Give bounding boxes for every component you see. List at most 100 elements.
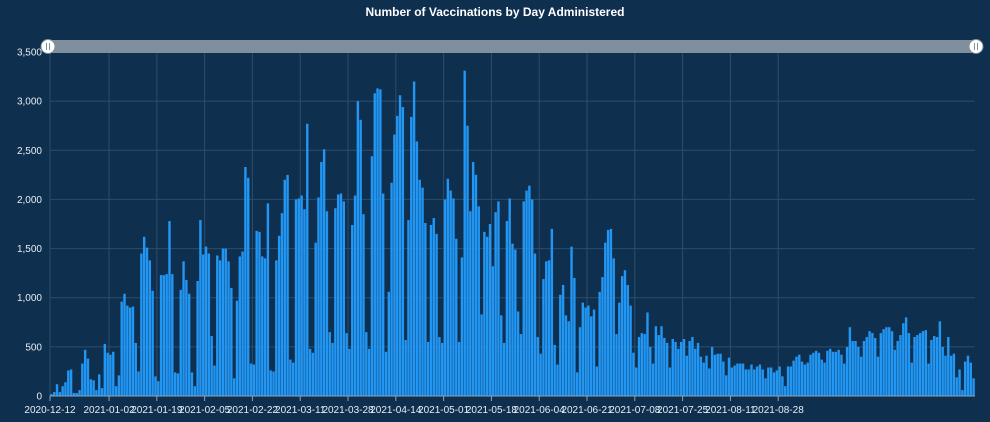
bar[interactable] <box>168 221 171 396</box>
bar[interactable] <box>730 367 734 397</box>
bar[interactable] <box>505 221 509 396</box>
bar[interactable] <box>885 327 888 396</box>
bar[interactable] <box>471 162 475 396</box>
bar[interactable] <box>407 220 410 396</box>
bar[interactable] <box>339 193 343 396</box>
bar[interactable] <box>291 362 295 396</box>
bar[interactable] <box>961 390 964 396</box>
bar[interactable] <box>435 233 438 396</box>
bar[interactable] <box>353 195 357 397</box>
bar[interactable] <box>379 89 382 396</box>
bar[interactable] <box>871 333 874 396</box>
bar[interactable] <box>137 371 140 396</box>
bar[interactable] <box>921 331 925 396</box>
bar[interactable] <box>418 179 421 396</box>
bar[interactable] <box>176 373 180 396</box>
bar[interactable] <box>92 380 95 396</box>
bar[interactable] <box>286 174 289 396</box>
bar[interactable] <box>162 275 166 396</box>
bar[interactable] <box>612 258 615 396</box>
bar[interactable] <box>831 351 835 396</box>
bar[interactable] <box>873 338 877 396</box>
bar[interactable] <box>207 253 211 396</box>
bar[interactable] <box>533 253 537 396</box>
bar[interactable] <box>145 247 149 396</box>
bar[interactable] <box>50 394 53 396</box>
bar[interactable] <box>570 246 573 396</box>
bar[interactable] <box>657 335 660 396</box>
bar[interactable] <box>86 358 90 396</box>
bar[interactable] <box>663 338 666 396</box>
bar[interactable] <box>705 355 708 396</box>
bar[interactable] <box>159 275 163 396</box>
bar[interactable] <box>370 156 374 396</box>
bar[interactable] <box>446 178 450 396</box>
bar[interactable] <box>455 238 458 396</box>
bar[interactable] <box>452 198 455 396</box>
bar[interactable] <box>426 341 430 396</box>
bar[interactable] <box>424 223 427 396</box>
bar[interactable] <box>491 266 495 396</box>
bar[interactable] <box>615 334 618 396</box>
bar[interactable] <box>868 331 871 396</box>
bar[interactable] <box>764 378 767 396</box>
bar[interactable] <box>584 307 587 396</box>
bar[interactable] <box>604 242 607 396</box>
bar[interactable] <box>795 356 798 396</box>
bar[interactable] <box>306 123 309 396</box>
bar[interactable] <box>294 199 298 396</box>
bar[interactable] <box>696 342 700 396</box>
bar[interactable] <box>722 361 725 396</box>
bar[interactable] <box>485 236 489 396</box>
bar[interactable] <box>547 260 551 396</box>
bar[interactable] <box>466 125 469 397</box>
bar[interactable] <box>227 261 230 396</box>
bar[interactable] <box>502 342 506 396</box>
bar[interactable] <box>117 375 121 396</box>
bar[interactable] <box>806 362 809 396</box>
bar[interactable] <box>564 315 568 396</box>
bar[interactable] <box>142 236 146 396</box>
bar[interactable] <box>966 355 970 396</box>
bar[interactable] <box>97 374 101 396</box>
bar[interactable] <box>893 349 897 396</box>
bar[interactable] <box>210 336 213 396</box>
bar[interactable] <box>626 284 629 396</box>
bar[interactable] <box>567 321 570 396</box>
bar[interactable] <box>927 363 930 396</box>
bar[interactable] <box>587 305 590 396</box>
bar[interactable] <box>396 115 399 396</box>
bar[interactable] <box>500 315 503 396</box>
bar[interactable] <box>114 386 118 396</box>
bar[interactable] <box>336 194 340 396</box>
bar[interactable] <box>196 281 199 396</box>
bar[interactable] <box>784 386 787 396</box>
bar[interactable] <box>862 340 866 396</box>
bar[interactable] <box>758 364 762 396</box>
bar[interactable] <box>519 334 523 396</box>
bar[interactable] <box>263 258 267 396</box>
bar[interactable] <box>218 260 222 396</box>
bar[interactable] <box>328 332 331 396</box>
bar[interactable] <box>112 351 115 396</box>
bar[interactable] <box>890 331 894 396</box>
bar[interactable] <box>100 388 104 396</box>
bar[interactable] <box>331 342 334 396</box>
bar[interactable] <box>845 346 849 396</box>
bar[interactable] <box>367 348 371 396</box>
bar[interactable] <box>280 213 284 396</box>
bar[interactable] <box>632 352 635 396</box>
bar[interactable] <box>412 81 416 397</box>
bar[interactable] <box>78 390 81 396</box>
bar[interactable] <box>691 337 694 396</box>
bar[interactable] <box>75 393 78 396</box>
bar[interactable] <box>216 255 219 396</box>
bar[interactable] <box>202 254 205 396</box>
bar[interactable] <box>812 352 815 396</box>
bar[interactable] <box>904 317 908 396</box>
bar[interactable] <box>530 199 534 396</box>
bar[interactable] <box>573 278 576 396</box>
bar[interactable] <box>744 369 748 396</box>
bar[interactable] <box>522 201 525 396</box>
bar[interactable] <box>345 333 348 396</box>
